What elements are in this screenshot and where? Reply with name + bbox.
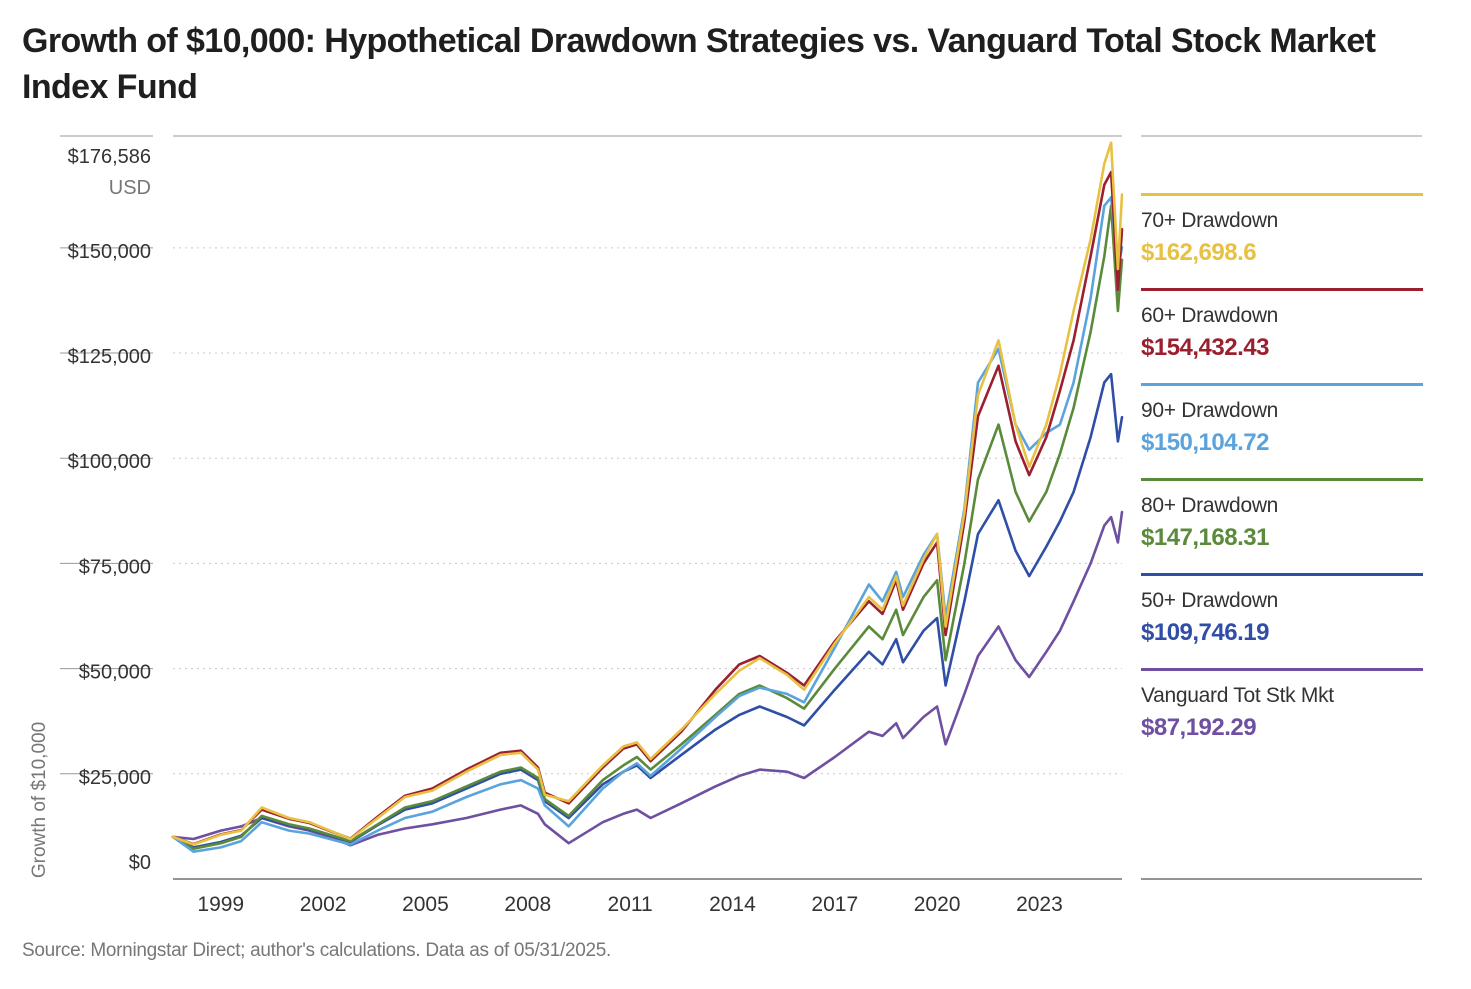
x-tick-label: 2023 (1016, 893, 1063, 916)
x-tick-label: 2017 (811, 893, 858, 916)
x-tick-label: 2011 (608, 893, 653, 916)
legend-series-value: $162,698.6 (1141, 239, 1257, 266)
legend-series-name: 70+ Drawdown (1141, 209, 1279, 232)
x-tick-label: 2020 (914, 893, 961, 916)
legend-series-value: $147,168.31 (1141, 524, 1269, 551)
x-tick-label: 2002 (300, 893, 347, 916)
x-tick-label: 2008 (504, 893, 551, 916)
legend-series-name: Vanguard Tot Stk Mkt (1141, 684, 1334, 707)
y-tick-label: $75,000 (79, 556, 151, 578)
y-tick-label: $0 (129, 852, 151, 874)
legend-series-value: $154,432.43 (1141, 334, 1269, 361)
x-tick-label: 2014 (709, 893, 756, 916)
legend-item: 90+ Drawdown $150,104.72 (1141, 383, 1423, 457)
legend-series-name: 60+ Drawdown (1141, 304, 1279, 327)
legend-series-value: $109,746.19 (1141, 619, 1269, 646)
legend-series-name: 90+ Drawdown (1141, 399, 1279, 422)
series-line-vanguard-tot-stk-mkt (171, 510, 1124, 847)
y-tick-label: $100,000 (68, 451, 151, 473)
y-tick-label: $125,000 (68, 346, 151, 368)
series-line-90-drawdown (171, 196, 1124, 854)
y-tick-label: $176,586 (68, 146, 151, 168)
legend-series-value: $150,104.72 (1141, 429, 1269, 456)
series-line-70-drawdown (171, 141, 1124, 846)
source-note: Source: Morningstar Direct; author's cal… (22, 940, 611, 961)
y-tick-label: $50,000 (79, 662, 151, 684)
legend-swatch (1141, 288, 1423, 291)
legend-series-name: 50+ Drawdown (1141, 589, 1279, 612)
series-line-80-drawdown (171, 204, 1124, 851)
legend-swatch (1141, 193, 1423, 196)
legend-item: Vanguard Tot Stk Mkt $87,192.29 (1141, 668, 1423, 742)
legend-swatch (1141, 478, 1423, 481)
legend-item: 60+ Drawdown $154,432.43 (1141, 288, 1423, 362)
legend-item: 80+ Drawdown $147,168.31 (1141, 478, 1423, 552)
y-axis-title: Growth of $10,000 (29, 722, 50, 878)
y-unit-label: USD (109, 177, 151, 199)
legend-item: 70+ Drawdown $162,698.6 (1141, 193, 1423, 267)
series-line-50-drawdown (171, 372, 1124, 849)
legend-series-name: 80+ Drawdown (1141, 494, 1279, 517)
legend-swatch (1141, 668, 1423, 671)
legend-swatch (1141, 383, 1423, 386)
chart-title: Growth of $10,000: Hypothetical Drawdown… (22, 22, 1376, 106)
y-tick-label: $150,000 (68, 241, 151, 263)
legend-item: 50+ Drawdown $109,746.19 (1141, 573, 1423, 647)
y-tick-label: $25,000 (79, 767, 151, 789)
legend-swatch (1141, 573, 1423, 576)
legend-series-value: $87,192.29 (1141, 714, 1257, 741)
x-tick-label: 1999 (197, 893, 244, 916)
series-line-60-drawdown (171, 170, 1124, 846)
x-tick-label: 2005 (402, 893, 449, 916)
